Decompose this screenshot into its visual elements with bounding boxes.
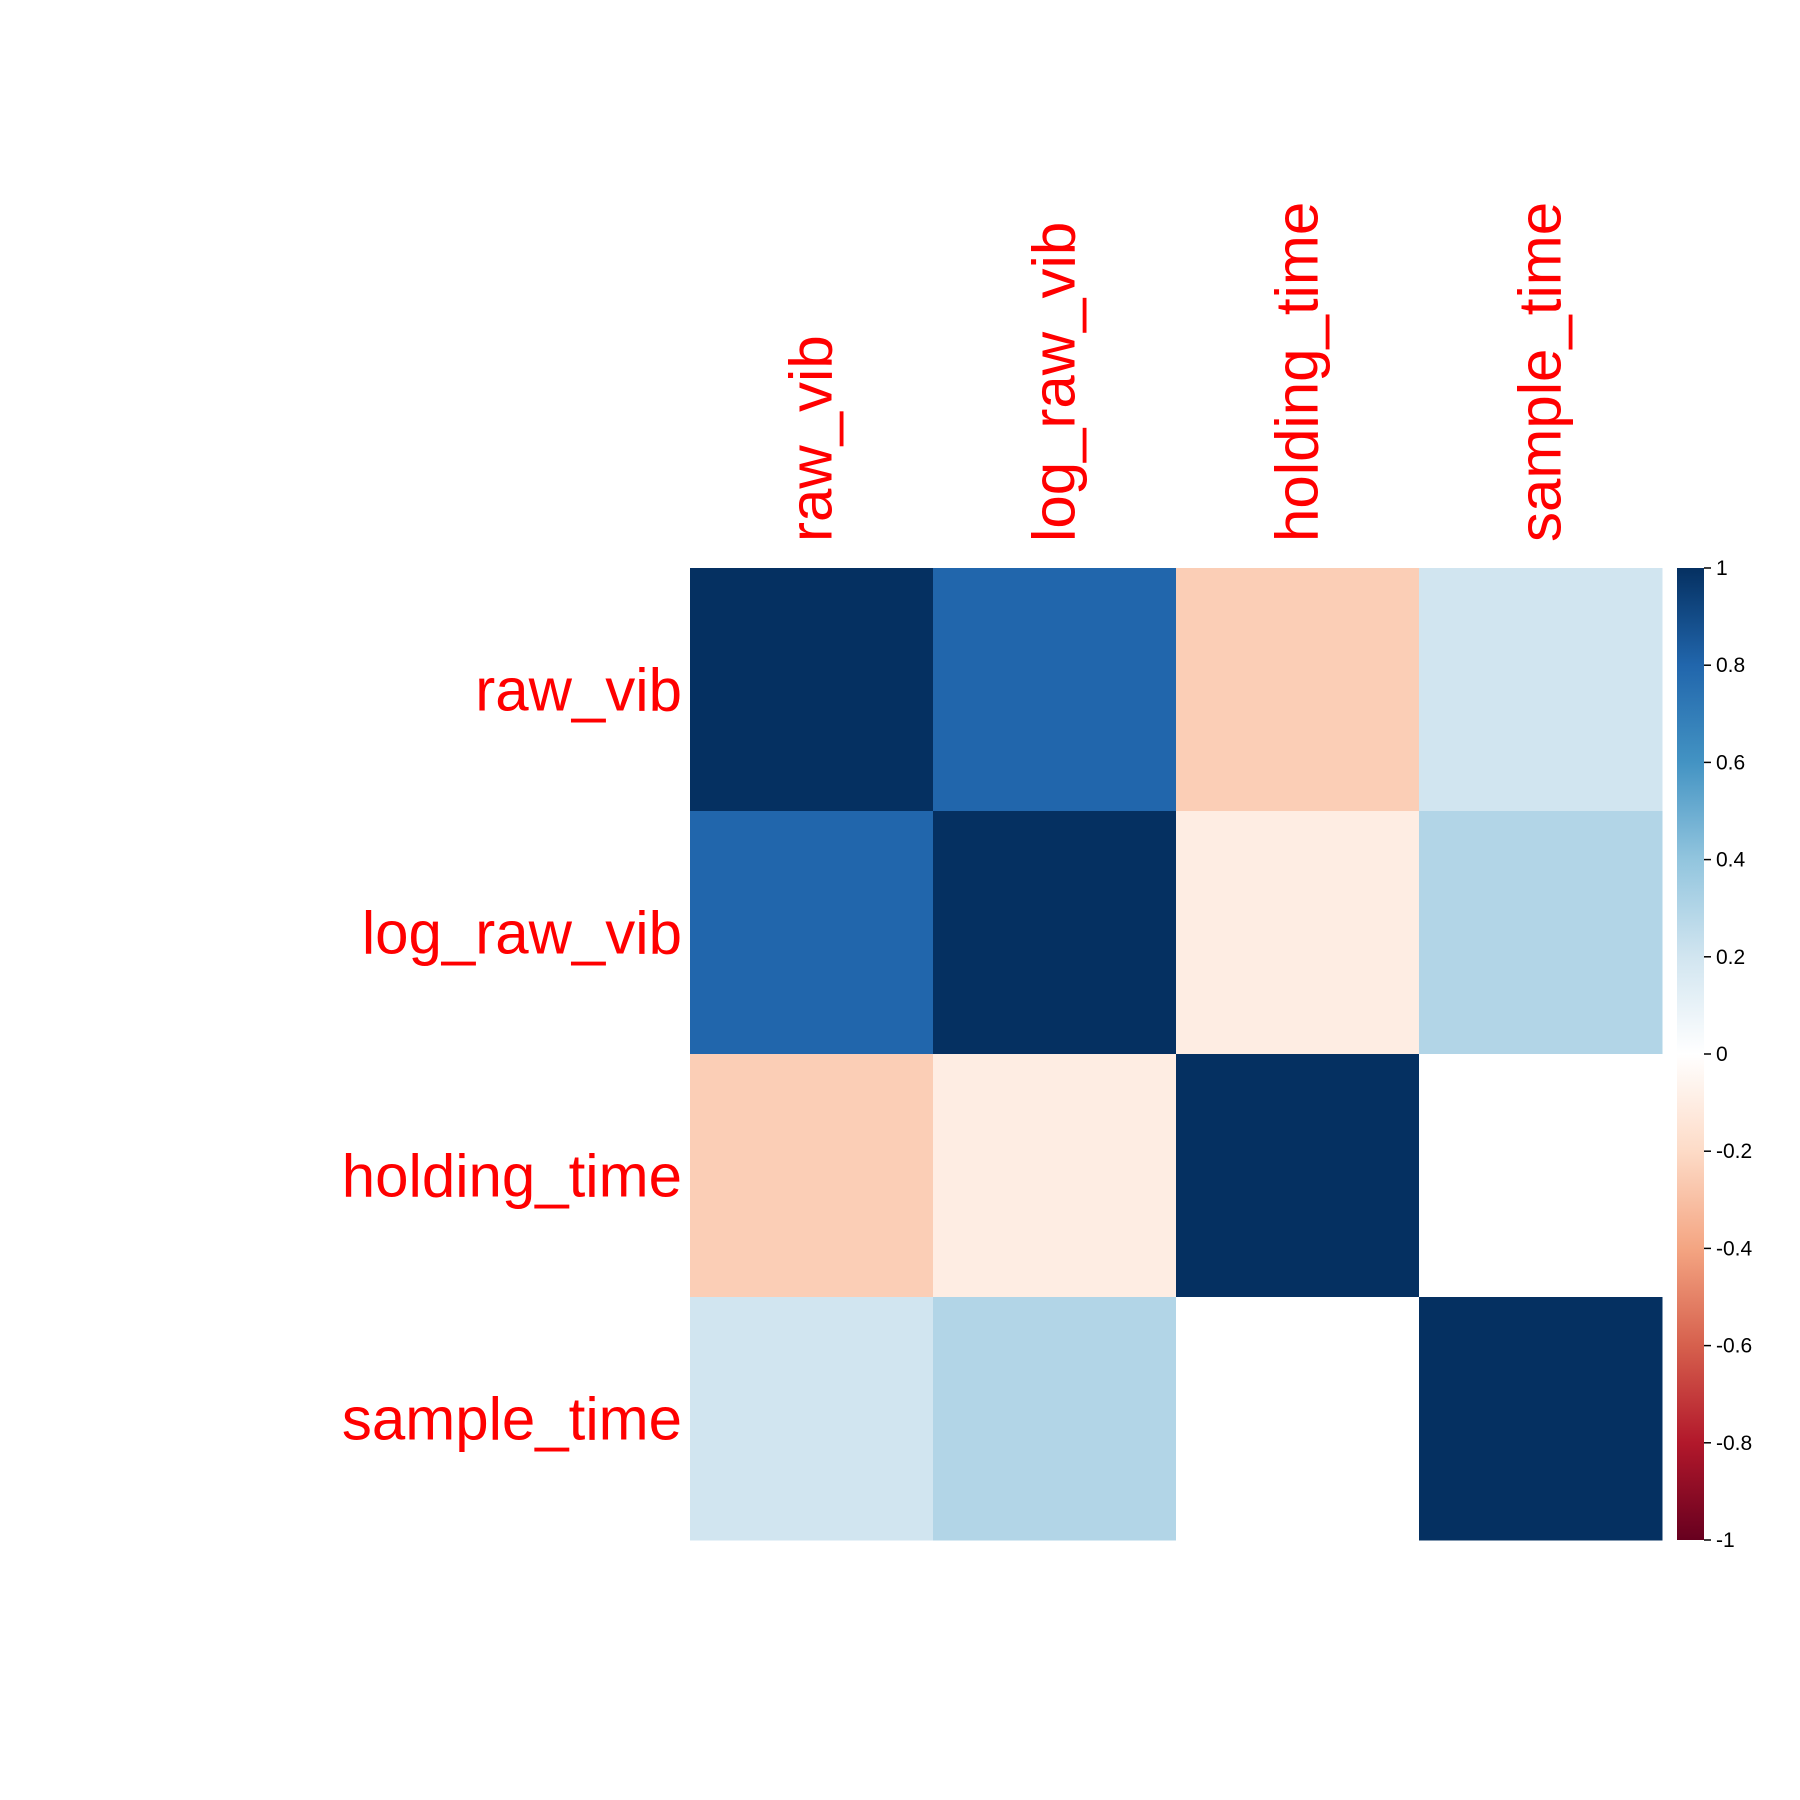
colorbar-tick-label: -0.4 bbox=[1716, 1237, 1753, 1260]
colorbar-tick-label: -1 bbox=[1716, 1529, 1735, 1552]
colorbar-tick-label: 1 bbox=[1716, 557, 1728, 580]
heatmap-cell-raw_vib-log_raw_vib bbox=[933, 568, 1177, 812]
heatmap-cell-raw_vib-holding_time bbox=[1176, 568, 1420, 812]
row-label-log_raw_vib: log_raw_vib bbox=[362, 900, 682, 967]
column-label-log_raw_vib: log_raw_vib bbox=[1021, 222, 1088, 542]
heatmap-cell-sample_time-holding_time bbox=[1176, 1297, 1420, 1541]
column-label-sample_time: sample_time bbox=[1507, 202, 1574, 542]
row-label-sample_time: sample_time bbox=[342, 1386, 682, 1453]
colorbar-tick-label: -0.6 bbox=[1716, 1335, 1752, 1358]
heatmap-cell-log_raw_vib-sample_time bbox=[1419, 811, 1663, 1055]
heatmap-cell-holding_time-holding_time bbox=[1176, 1054, 1420, 1298]
column-label-raw_vib: raw_vib bbox=[778, 335, 845, 542]
colorbar-tick-label: -0.2 bbox=[1716, 1140, 1752, 1163]
heatmap-cell-holding_time-raw_vib bbox=[690, 1054, 934, 1298]
heatmap-cell-sample_time-sample_time bbox=[1419, 1297, 1663, 1541]
row-label-holding_time: holding_time bbox=[342, 1143, 682, 1210]
colorbar-tick-label: 0.8 bbox=[1716, 654, 1745, 677]
heatmap-cell-raw_vib-sample_time bbox=[1419, 568, 1663, 812]
colorbar: 1 0.8 0.6 0.4 0.2 0 -0.2 -0.4 -0.6 -0.8 -1 bbox=[1677, 557, 1753, 1552]
heatmap-cell-sample_time-log_raw_vib bbox=[933, 1297, 1177, 1541]
heatmap-cell-log_raw_vib-holding_time bbox=[1176, 811, 1420, 1055]
heatmap-cell-holding_time-sample_time bbox=[1419, 1054, 1663, 1298]
heatmap-cell-log_raw_vib-raw_vib bbox=[690, 811, 934, 1055]
colorbar-gradient bbox=[1677, 568, 1704, 1540]
column-labels: raw_vib log_raw_vib holding_time sample_tim… bbox=[778, 202, 1574, 542]
heatmap-cell-holding_time-log_raw_vib bbox=[933, 1054, 1177, 1298]
colorbar-tick-label: 0.4 bbox=[1716, 849, 1746, 872]
heatmap-cells bbox=[690, 568, 1663, 1541]
heatmap-cell-log_raw_vib-log_raw_vib bbox=[933, 811, 1177, 1055]
row-labels: raw_vib log_raw_vib holding_time sample_tim… bbox=[342, 657, 682, 1453]
colorbar-tick-label: 0.2 bbox=[1716, 946, 1745, 969]
colorbar-tick-label: 0 bbox=[1716, 1043, 1728, 1066]
heatmap-cell-raw_vib-raw_vib bbox=[690, 568, 934, 812]
row-label-raw_vib: raw_vib bbox=[475, 657, 682, 724]
colorbar-tick-label: -0.8 bbox=[1716, 1432, 1752, 1455]
colorbar-tick-label: 0.6 bbox=[1716, 751, 1745, 774]
column-label-holding_time: holding_time bbox=[1264, 202, 1331, 542]
heatmap-cell-sample_time-raw_vib bbox=[690, 1297, 934, 1541]
